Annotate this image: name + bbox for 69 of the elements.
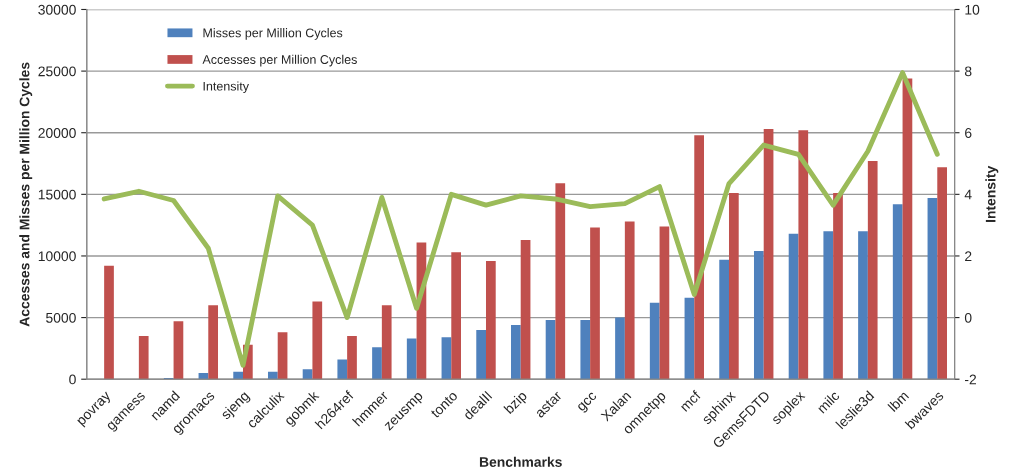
y2-axis-title: Intensity [985, 165, 999, 222]
y-tick-label: 5000 [46, 312, 76, 323]
x-axis-title: Benchmarks [479, 456, 562, 467]
y-tick-label: 10000 [38, 251, 76, 262]
y2-tick-label: 6 [965, 128, 972, 138]
bar [763, 129, 774, 380]
bar [858, 231, 868, 380]
bar [441, 337, 452, 380]
x-tick-label: gcc [577, 391, 600, 414]
y2-tick-label: 10 [965, 4, 980, 15]
bar [659, 226, 670, 380]
bar [902, 78, 913, 380]
bar [520, 239, 531, 380]
bar [867, 161, 878, 380]
bar [476, 329, 486, 380]
bar [138, 336, 149, 380]
bar [892, 204, 903, 380]
bar [694, 135, 704, 380]
bar [927, 198, 938, 380]
y-tick-label: 0 [69, 374, 76, 385]
y2-tick-label: 4 [964, 189, 972, 200]
y2-tick-label: -2 [964, 374, 977, 385]
bar [624, 221, 635, 380]
bar [406, 338, 417, 380]
bar [615, 317, 625, 380]
bar [198, 373, 209, 380]
y2-tick-label: 0 [964, 312, 972, 323]
bar [555, 183, 566, 380]
bar [545, 320, 556, 380]
bar [937, 167, 947, 380]
y-axis-title: Accesses and Misses per Million Cycles [19, 62, 33, 327]
y2-tick-label: 8 [964, 66, 972, 77]
bar [173, 321, 184, 380]
y-tick-label: 25000 [38, 66, 76, 77]
bar [753, 251, 764, 380]
bar [510, 324, 521, 380]
bar [486, 260, 496, 380]
y-tick-label: 30000 [38, 4, 76, 15]
bar [719, 259, 729, 380]
bar [302, 369, 313, 380]
bar [580, 320, 591, 380]
bar [347, 336, 357, 380]
x-tick-label: bzip [503, 390, 530, 417]
bar [267, 371, 278, 380]
bar [728, 193, 739, 380]
y-tick-label: 15000 [38, 189, 76, 200]
bar [337, 359, 348, 380]
y-tick-label: 20000 [38, 128, 76, 138]
bar [590, 227, 600, 380]
bar [233, 371, 243, 380]
bar [649, 302, 660, 380]
bar [798, 130, 809, 380]
bar [381, 305, 392, 380]
bar [833, 193, 843, 380]
bar [684, 297, 695, 380]
line-series [101, 70, 940, 368]
bar [277, 332, 288, 380]
bar [372, 347, 382, 380]
y2-tick-label: 2 [965, 251, 972, 261]
bar [312, 301, 323, 380]
legend-label: Intensity [203, 81, 249, 94]
bar [208, 305, 218, 380]
x-tick-label: mcf [679, 389, 702, 412]
bar [451, 252, 461, 380]
bar [788, 233, 799, 380]
bar [104, 265, 114, 380]
bar [823, 231, 834, 380]
legend-label: Accesses per Million Cycles [202, 54, 357, 67]
legend-label: Misses per Million Cycles [203, 28, 343, 40]
